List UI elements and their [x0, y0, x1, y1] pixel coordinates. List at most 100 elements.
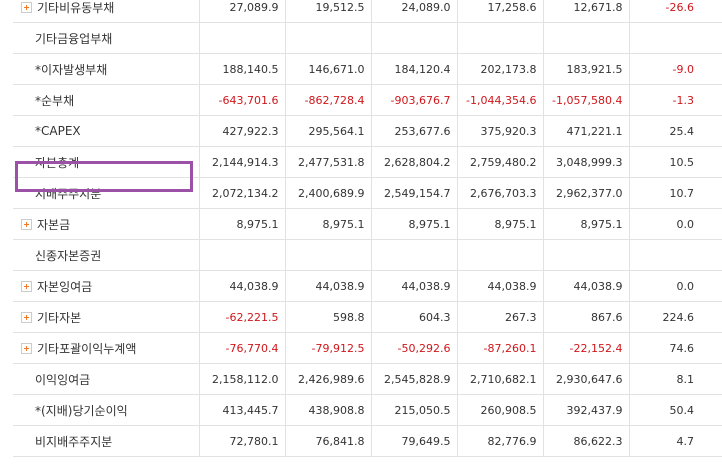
expand-plus-icon[interactable] — [21, 218, 32, 230]
row-label-cell: *이자발생부채 — [13, 53, 199, 85]
value-cell: 2,545,828.9 — [370, 363, 457, 395]
value-cell: 8,975.1 — [198, 208, 285, 240]
row-label-cell: *(지배)당기순이익 — [13, 394, 199, 426]
value-cell: 2,400,689.9 — [284, 177, 371, 209]
value-cell: 2,628,804.2 — [370, 146, 457, 178]
table-row: 기타비유동부채 27,089.9 19,512.5 24,089.0 17,258.6 1… — [13, 0, 722, 23]
row-label-cell: 자본총계 — [13, 146, 199, 178]
value-cell: -87,260.1 — [456, 332, 543, 364]
value-cell: 438,908.8 — [284, 394, 371, 426]
value-cell: -50,292.6 — [370, 332, 457, 364]
value-cell: 267.3 — [456, 301, 543, 333]
value-cell: 413,445.7 — [198, 394, 285, 426]
value-cell: 44,038.9 — [198, 270, 285, 302]
value-cell: 202,173.8 — [456, 53, 543, 85]
value-cell: 2,158,112.0 — [198, 363, 285, 395]
row-label: 비지배주주지분 — [35, 434, 113, 449]
value-cell — [198, 239, 285, 271]
row-label-cell[interactable]: 기타포괄이익누계액 — [13, 332, 199, 364]
value-cell — [542, 22, 629, 54]
value-cell: 3,048,999.3 — [542, 146, 629, 178]
row-label: 신종자본증권 — [35, 248, 102, 263]
value-cell: -62,221.5 — [198, 301, 285, 333]
expand-plus-icon[interactable] — [21, 342, 32, 354]
value-cell: 188,140.5 — [198, 53, 285, 85]
row-label-cell[interactable]: 자본금 — [13, 208, 199, 240]
row-label-cell[interactable]: 기타자본 — [13, 301, 199, 333]
value-cell: -1,057,580.4 — [542, 84, 629, 116]
expand-plus-icon[interactable] — [21, 1, 32, 13]
row-label-cell[interactable]: 자본잉여금 — [13, 270, 199, 302]
yoy-cell: 0.0 — [628, 270, 722, 302]
table-row: 신종자본증권 — [13, 239, 722, 271]
row-label-cell[interactable]: 기타비유동부채 — [13, 0, 199, 23]
value-cell: 8,975.1 — [542, 208, 629, 240]
yoy-cell: 8.1 — [628, 363, 722, 395]
row-label-cell: 비지배주주지분 — [13, 425, 199, 457]
value-cell: 44,038.9 — [370, 270, 457, 302]
value-cell: 27,089.9 — [198, 0, 285, 23]
value-cell: -903,676.7 — [370, 84, 457, 116]
row-label-cell: 지배주주지분 — [13, 177, 199, 209]
value-cell: 146,671.0 — [284, 53, 371, 85]
value-cell: 2,962,377.0 — [542, 177, 629, 209]
row-label: 이익잉여금 — [35, 372, 91, 387]
value-cell: 44,038.9 — [542, 270, 629, 302]
yoy-cell: 10.7 — [628, 177, 722, 209]
value-cell — [456, 239, 543, 271]
value-cell: 82,776.9 — [456, 425, 543, 457]
expand-plus-icon[interactable] — [21, 280, 32, 292]
value-cell: 184,120.4 — [370, 53, 457, 85]
value-cell — [456, 22, 543, 54]
value-cell: 2,759,480.2 — [456, 146, 543, 178]
value-cell: 427,922.3 — [198, 115, 285, 147]
value-cell: 604.3 — [370, 301, 457, 333]
row-label: 지배주주지분 — [35, 186, 102, 201]
value-cell: 2,930,647.6 — [542, 363, 629, 395]
value-cell — [370, 239, 457, 271]
value-cell: 2,144,914.3 — [198, 146, 285, 178]
value-cell: 253,677.6 — [370, 115, 457, 147]
yoy-cell: 50.4 — [628, 394, 722, 426]
row-label: 기타비유동부채 — [37, 0, 115, 15]
table-row: 기타포괄이익누계액 -76,770.4 -79,912.5 -50,292.6 -87,… — [13, 332, 722, 364]
row-label: 기타포괄이익누계액 — [37, 341, 137, 356]
value-cell: 44,038.9 — [456, 270, 543, 302]
value-cell — [198, 22, 285, 54]
value-cell: -76,770.4 — [198, 332, 285, 364]
value-cell: 183,921.5 — [542, 53, 629, 85]
table-row: 지배주주지분 2,072,134.2 2,400,689.9 2,549,154.7 2… — [13, 177, 722, 209]
value-cell: 44,038.9 — [284, 270, 371, 302]
expand-plus-icon[interactable] — [21, 311, 32, 323]
yoy-cell: -26.6 — [628, 0, 722, 23]
yoy-cell — [628, 239, 722, 271]
row-label: 기타금융업부채 — [35, 31, 113, 46]
table-row: 자본총계 2,144,914.3 2,477,531.8 2,628,804.2 2,7… — [13, 146, 722, 178]
value-cell: 8,975.1 — [456, 208, 543, 240]
table-row: *CAPEX 427,922.3 295,564.1 253,677.6 375,920… — [13, 115, 722, 147]
row-label-cell: 신종자본증권 — [13, 239, 199, 271]
table-row: 자본잉여금 44,038.9 44,038.9 44,038.9 44,038.9 44,… — [13, 270, 722, 302]
row-label-cell: *CAPEX — [13, 115, 199, 147]
yoy-cell — [628, 22, 722, 54]
value-cell: 215,050.5 — [370, 394, 457, 426]
table-row: 자본금 8,975.1 8,975.1 8,975.1 8,975.1 8,975.1 0.… — [13, 208, 722, 240]
value-cell: 2,072,134.2 — [198, 177, 285, 209]
row-label: *(지배)당기순이익 — [35, 403, 128, 418]
table-row: *이자발생부채 188,140.5 146,671.0 184,120.4 202,17… — [13, 53, 722, 85]
table-row: 비지배주주지분 72,780.1 76,841.8 79,649.5 82,776.9 8… — [13, 425, 722, 457]
value-cell: 72,780.1 — [198, 425, 285, 457]
value-cell: -862,728.4 — [284, 84, 371, 116]
yoy-cell: 4.7 — [628, 425, 722, 457]
row-label: *순부채 — [35, 93, 75, 108]
value-cell: -1,044,354.6 — [456, 84, 543, 116]
value-cell: 375,920.3 — [456, 115, 543, 147]
yoy-cell: 25.4 — [628, 115, 722, 147]
financial-table: 기타비유동부채 27,089.9 19,512.5 24,089.0 17,258.6 1… — [13, 0, 722, 457]
row-label: 자본잉여금 — [37, 279, 93, 294]
value-cell: 2,426,989.6 — [284, 363, 371, 395]
table-row: 기타금융업부채 — [13, 22, 722, 54]
value-cell: 2,477,531.8 — [284, 146, 371, 178]
row-label: 자본금 — [37, 217, 71, 232]
value-cell: 12,671.8 — [542, 0, 629, 23]
